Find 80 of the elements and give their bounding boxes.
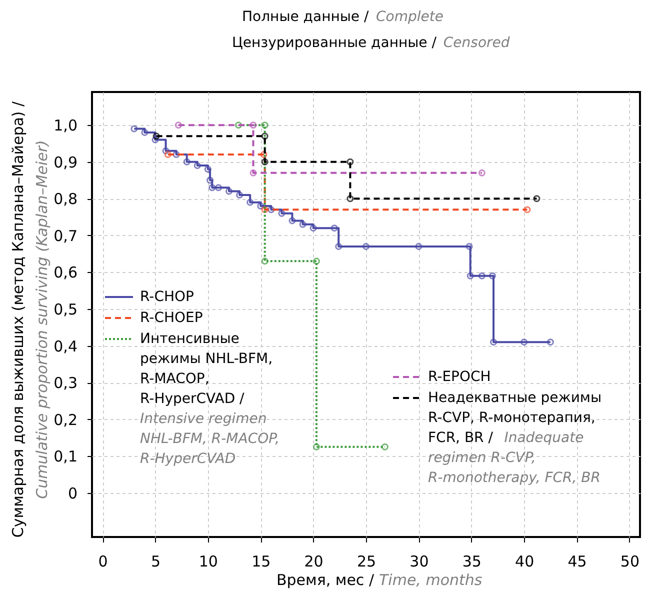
legend-label: R-CHOP [140, 289, 194, 305]
y-tick-label: 0,3 [54, 374, 78, 392]
point [152, 136, 159, 144]
point [466, 272, 474, 280]
x-tick-label: 10 [198, 552, 218, 570]
point [488, 272, 496, 280]
point [174, 122, 182, 129]
legend-label: Неадекватные режимы R-CVP, R-монотерапия, FCR, BR / Inadequate regimen R-CVP, R-monotherapy, FCR, BR [428, 390, 602, 486]
point [490, 338, 498, 346]
y-tick-label: 0,9 [54, 153, 78, 172]
point [236, 191, 244, 198]
point [278, 210, 286, 217]
x-tick-label: 25 [356, 552, 376, 570]
point [164, 151, 172, 158]
x-tick-label: 15 [252, 552, 271, 570]
point [162, 147, 170, 154]
point [466, 242, 473, 250]
legend-label: R-EPOCH [428, 369, 491, 385]
point [288, 217, 296, 224]
y-tick-label: 0 [68, 484, 78, 502]
y-axis-title: Суммарная доля выживших (метод Каплана–Майера) / Cumulative proportion surviving (Kaplan–Meier) [9, 100, 51, 538]
point [183, 158, 190, 166]
y-tick-label: 1,0 [54, 116, 78, 135]
point [226, 188, 232, 195]
point [415, 242, 422, 250]
point [261, 258, 268, 265]
point [208, 184, 216, 192]
point [524, 206, 531, 214]
point [312, 258, 320, 265]
y-tick-label: 0,6 [54, 264, 78, 282]
point [533, 195, 540, 202]
point [299, 220, 306, 228]
legend-label: Интенсивные режимы NHL-BFM, R-MACOP, R-HyperCVAD / Intensive regimen NHL-BFM, R-MACOP, R-HyperCVAD [140, 331, 280, 467]
point [141, 128, 148, 136]
point [257, 202, 264, 210]
x-tick-label: 20 [304, 552, 324, 570]
y-tick-label: 0,2 [54, 410, 78, 429]
point [478, 169, 486, 176]
point [261, 122, 268, 129]
point [330, 224, 338, 232]
point [478, 272, 486, 280]
x-tick-label: 30 [410, 552, 429, 570]
x-tick-label: 5 [150, 552, 161, 570]
y-tick-label: 0,1 [54, 448, 78, 466]
point [346, 195, 354, 202]
x-tick-label: 35 [462, 552, 482, 570]
point [520, 338, 528, 346]
y-tick-label: 0,4 [54, 337, 78, 356]
legend-label: R-CHOEP [140, 310, 203, 326]
point [346, 158, 354, 166]
text: Полные данные / Complete [242, 9, 444, 25]
point [172, 151, 180, 158]
point [310, 224, 317, 232]
point [250, 122, 257, 129]
point [312, 443, 320, 450]
point [234, 122, 242, 129]
x-axis-title: Время, мес / Time, months [276, 571, 482, 589]
point [194, 162, 201, 170]
point [261, 158, 268, 166]
point [260, 151, 268, 158]
text: Цензурированные данные / Censored [232, 35, 510, 51]
y-tick-label: 0,8 [54, 190, 78, 208]
point [206, 176, 214, 184]
x-tick-label: 0 [98, 552, 108, 570]
x-tick-label: 40 [515, 552, 534, 570]
point [381, 443, 388, 450]
y-tick-label: 0,5 [54, 300, 78, 318]
point [335, 242, 342, 250]
point [204, 166, 212, 173]
point [246, 198, 254, 206]
x-tick-label: 45 [568, 552, 587, 570]
point [214, 184, 222, 192]
point [261, 206, 268, 214]
point [362, 242, 370, 250]
point [152, 132, 160, 140]
point [268, 206, 275, 214]
y-tick-label: 0,7 [54, 226, 78, 245]
x-tick-label: 50 [620, 552, 640, 570]
point [261, 132, 268, 140]
point [250, 169, 257, 176]
